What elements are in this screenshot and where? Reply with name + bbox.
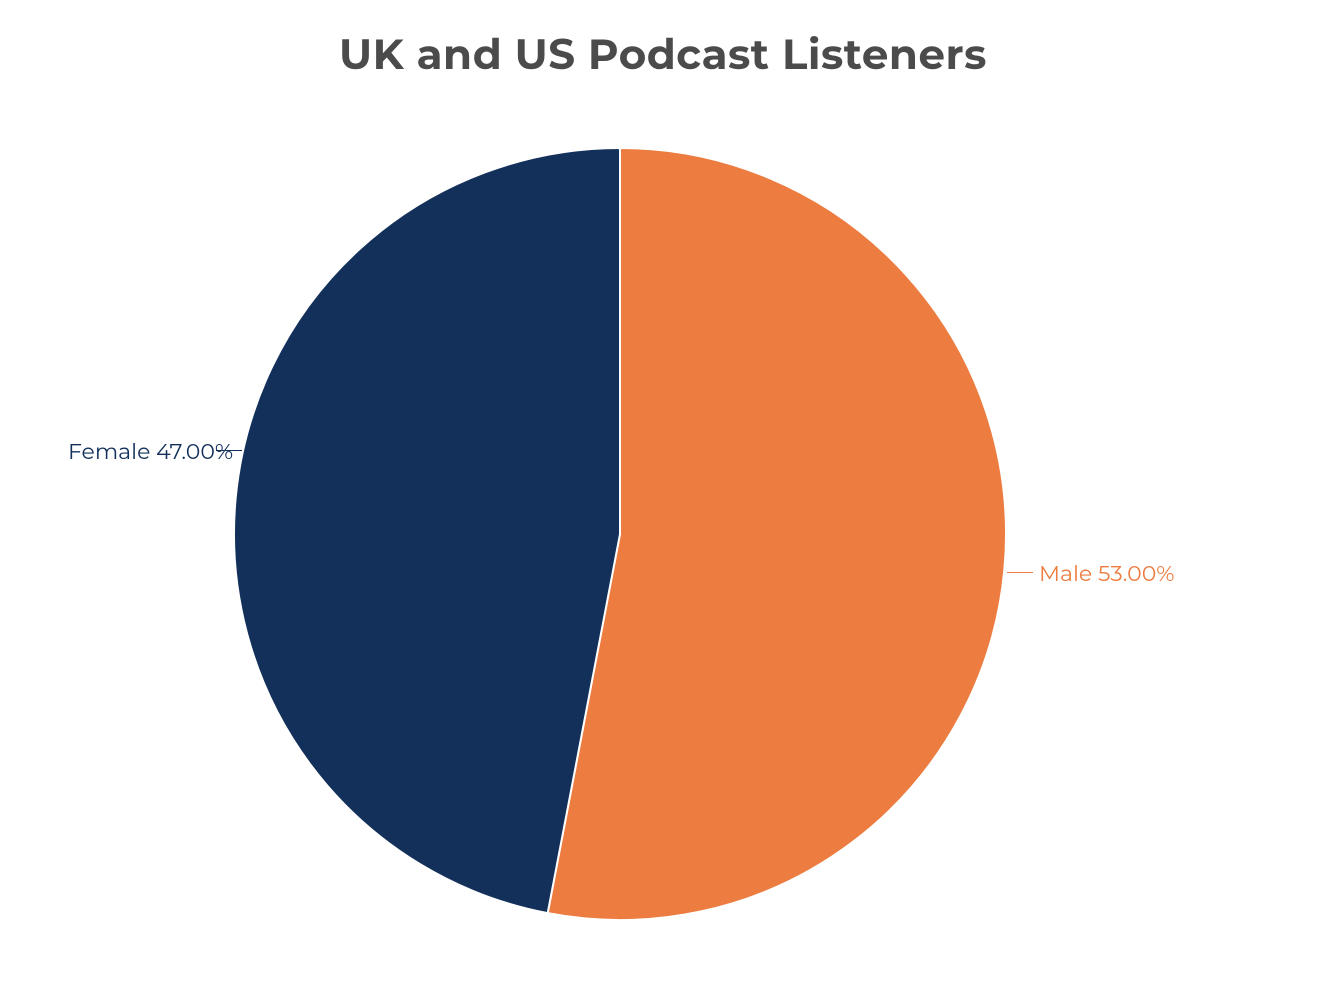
pie-chart (230, 144, 1010, 924)
slice-label-female: Female 47.00% (68, 438, 233, 465)
pie-slice-female (234, 148, 620, 913)
pie-chart-container: UK and US Podcast Listeners Male 53.00% … (0, 0, 1326, 992)
chart-title: UK and US Podcast Listeners (0, 28, 1326, 80)
leader-line-male (1007, 572, 1033, 573)
slice-label-male: Male 53.00% (1039, 560, 1175, 587)
pie-slices (234, 148, 1006, 920)
